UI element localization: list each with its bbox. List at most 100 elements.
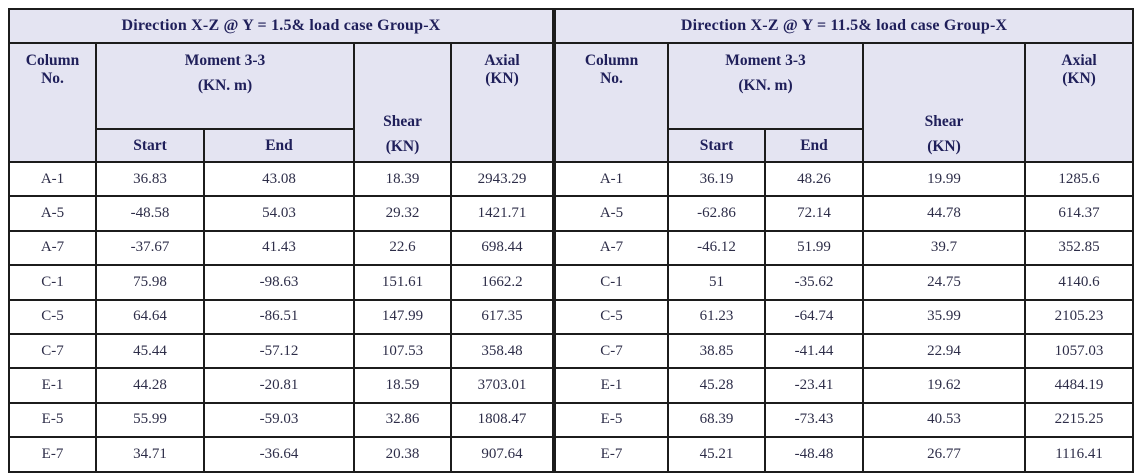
shear-line1: Shear bbox=[383, 113, 422, 130]
column-id-cell: A-1 bbox=[8, 160, 97, 198]
start-header: Start bbox=[667, 128, 767, 163]
shear-value-cell: 26.77 bbox=[862, 436, 1027, 473]
shear-value-cell: 22.94 bbox=[862, 332, 1027, 370]
start-value-cell: 64.64 bbox=[95, 298, 205, 335]
shear-header: Shear (KN) bbox=[862, 42, 1027, 163]
column-no-line2: No. bbox=[41, 70, 64, 87]
start-value-cell: -37.67 bbox=[95, 229, 205, 267]
moment-unit: (KN. m) bbox=[197, 77, 253, 94]
end-value-cell: -41.44 bbox=[764, 332, 865, 370]
shear-value-cell: 32.86 bbox=[353, 401, 452, 439]
shear-value-cell: 22.6 bbox=[353, 229, 452, 267]
end-header: End bbox=[203, 128, 355, 163]
column-no-header: Column No. bbox=[8, 42, 97, 163]
column-id-cell: A-7 bbox=[554, 229, 670, 267]
end-value-cell: -20.81 bbox=[203, 367, 355, 404]
table-row: C-7 45.44 -57.12 107.53 358.48 bbox=[8, 332, 555, 370]
axial-value-cell: 907.64 bbox=[449, 436, 555, 473]
table-row: A-5 -48.58 54.03 29.32 1421.71 bbox=[8, 195, 555, 232]
moment-line1: Moment 3-3 bbox=[725, 52, 806, 69]
column-id-cell: E-1 bbox=[554, 367, 670, 404]
start-value-cell: 34.71 bbox=[95, 436, 205, 473]
end-value-cell: -64.74 bbox=[764, 298, 865, 335]
start-value-cell: 45.21 bbox=[667, 436, 767, 473]
table-row: A-1 36.19 48.26 19.99 1285.6 bbox=[554, 160, 1135, 198]
end-value-cell: 54.03 bbox=[203, 195, 355, 232]
end-value-cell: -73.43 bbox=[764, 401, 865, 439]
end-value-cell: 51.99 bbox=[764, 229, 865, 267]
axial-value-cell: 1285.6 bbox=[1024, 160, 1135, 198]
axial-value-cell: 3703.01 bbox=[449, 367, 555, 404]
shear-value-cell: 151.61 bbox=[353, 264, 452, 301]
table-row: C-1 75.98 -98.63 151.61 1662.2 bbox=[8, 264, 555, 301]
axial-value-cell: 2943.29 bbox=[449, 160, 555, 198]
end-value-cell: -57.12 bbox=[203, 332, 355, 370]
table-row: A-5 -62.86 72.14 44.78 614.37 bbox=[554, 195, 1135, 232]
axial-value-cell: 4484.19 bbox=[1024, 367, 1135, 404]
table-row: E-7 45.21 -48.48 26.77 1116.41 bbox=[554, 436, 1135, 473]
moment-line1: Moment 3-3 bbox=[184, 52, 266, 69]
column-id-cell: C-5 bbox=[554, 298, 670, 335]
column-id-cell: E-5 bbox=[554, 401, 670, 439]
shear-value-cell: 39.7 bbox=[862, 229, 1027, 267]
axial-value-cell: 617.35 bbox=[449, 298, 555, 335]
shear-unit: (KN) bbox=[385, 138, 420, 155]
start-value-cell: 51 bbox=[667, 264, 767, 301]
table-row: E-1 44.28 -20.81 18.59 3703.01 bbox=[8, 367, 555, 404]
axial-value-cell: 1116.41 bbox=[1024, 436, 1135, 473]
shear-header: Shear (KN) bbox=[353, 42, 452, 163]
column-no-line1: Column bbox=[25, 52, 80, 69]
column-id-cell: A-5 bbox=[554, 195, 670, 232]
end-value-cell: -86.51 bbox=[203, 298, 355, 335]
moment-unit: (KN. m) bbox=[738, 77, 793, 94]
axial-header: Axial (KN) bbox=[1024, 42, 1135, 163]
shear-value-cell: 40.53 bbox=[862, 401, 1027, 439]
column-id-cell: A-1 bbox=[554, 160, 670, 198]
table-row: C-7 38.85 -41.44 22.94 1057.03 bbox=[554, 332, 1135, 370]
column-id-cell: A-7 bbox=[8, 229, 97, 267]
table-row: A-1 36.83 43.08 18.39 2943.29 bbox=[8, 160, 555, 198]
table-row: C-5 61.23 -64.74 35.99 2105.23 bbox=[554, 298, 1135, 335]
column-id-cell: C-7 bbox=[554, 332, 670, 370]
start-value-cell: 68.39 bbox=[667, 401, 767, 439]
axial-header: Axial (KN) bbox=[449, 42, 555, 163]
end-value-cell: -35.62 bbox=[764, 264, 865, 301]
column-id-cell: C-7 bbox=[8, 332, 97, 370]
axial-value-cell: 1808.47 bbox=[449, 401, 555, 439]
shear-value-cell: 19.62 bbox=[862, 367, 1027, 404]
start-header: Start bbox=[95, 128, 205, 163]
axial-unit: (KN) bbox=[1062, 70, 1096, 87]
end-value-cell: -98.63 bbox=[203, 264, 355, 301]
table-row: A-7 -37.67 41.43 22.6 698.44 bbox=[8, 229, 555, 267]
start-value-cell: 45.28 bbox=[667, 367, 767, 404]
column-id-cell: C-1 bbox=[8, 264, 97, 301]
start-value-cell: -46.12 bbox=[667, 229, 767, 267]
table-row: E-5 55.99 -59.03 32.86 1808.47 bbox=[8, 401, 555, 439]
column-id-cell: C-5 bbox=[8, 298, 97, 335]
start-value-cell: -62.86 bbox=[667, 195, 767, 232]
load-case-table-y11-5: Direction X-Z @ Y = 11.5& load case Grou… bbox=[554, 8, 1135, 473]
table-body: A-1 36.19 48.26 19.99 1285.6 A-5 -62.86 72.14 44… bbox=[554, 160, 1135, 473]
axial-value-cell: 1662.2 bbox=[449, 264, 555, 301]
column-id-cell: A-5 bbox=[8, 195, 97, 232]
column-id-cell: E-1 bbox=[8, 367, 97, 404]
results-tables: Direction X-Z @ Y = 1.5& load case Group… bbox=[7, 8, 1135, 473]
end-value-cell: -23.41 bbox=[764, 367, 865, 404]
axial-line1: Axial bbox=[484, 52, 520, 69]
end-header: End bbox=[764, 128, 865, 163]
start-value-cell: 36.83 bbox=[95, 160, 205, 198]
axial-unit: (KN) bbox=[485, 70, 519, 87]
moment-header: Moment 3-3 (KN. m) bbox=[95, 42, 355, 130]
start-value-cell: 44.28 bbox=[95, 367, 205, 404]
table-row: E-1 45.28 -23.41 19.62 4484.19 bbox=[554, 367, 1135, 404]
table-body: A-1 36.83 43.08 18.39 2943.29 A-5 -48.58 54.03 2… bbox=[8, 160, 555, 473]
axial-value-cell: 4140.6 bbox=[1024, 264, 1135, 301]
moment-header: Moment 3-3 (KN. m) bbox=[667, 42, 865, 130]
end-value-cell: 43.08 bbox=[203, 160, 355, 198]
start-value-cell: -48.58 bbox=[95, 195, 205, 232]
table-row: C-5 64.64 -86.51 147.99 617.35 bbox=[8, 298, 555, 335]
start-value-cell: 36.19 bbox=[667, 160, 767, 198]
shear-unit: (KN) bbox=[927, 138, 961, 155]
table-row: C-1 51 -35.62 24.75 4140.6 bbox=[554, 264, 1135, 301]
shear-line1: Shear bbox=[924, 113, 964, 130]
